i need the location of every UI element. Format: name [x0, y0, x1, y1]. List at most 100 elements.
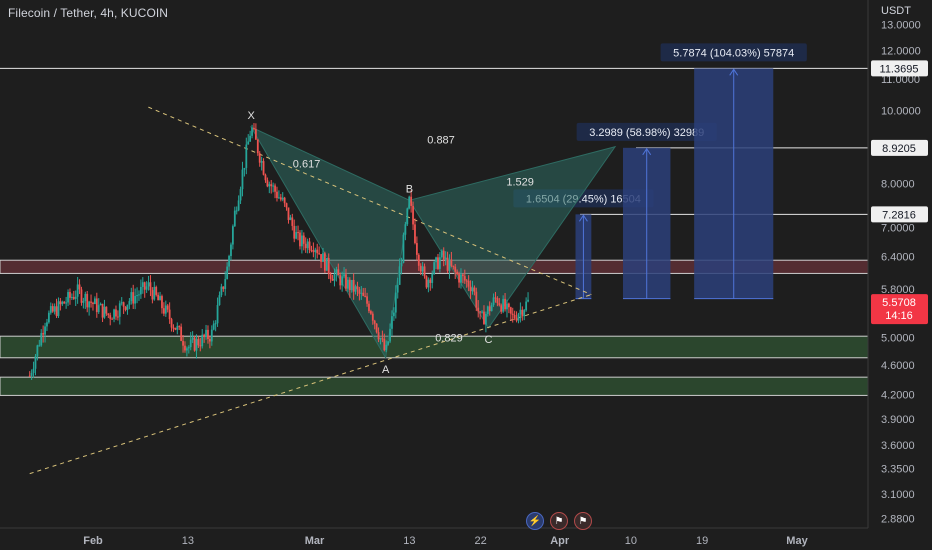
candle-body — [394, 292, 397, 313]
lightning-icon[interactable]: ⚡ — [526, 512, 544, 530]
candle-body — [339, 275, 342, 286]
candle-body — [203, 334, 206, 338]
candle-body — [371, 313, 374, 321]
candle-body — [483, 311, 485, 325]
candle-body — [283, 197, 286, 204]
time-axis-tick: Apr — [550, 535, 570, 547]
candle-body — [241, 169, 244, 190]
candle-body — [136, 295, 138, 297]
candle-body — [126, 304, 129, 310]
candle-body — [467, 280, 470, 287]
target-label-box — [576, 122, 717, 141]
candle-body — [527, 299, 529, 302]
candle-body — [385, 344, 388, 351]
candle-body — [433, 262, 436, 274]
candle-body — [502, 298, 505, 312]
time-axis-tick: 13 — [403, 535, 415, 547]
last-price-tag — [871, 294, 928, 325]
candle-body — [500, 305, 503, 312]
pattern-point-label: A — [382, 364, 390, 376]
candle-body — [166, 305, 169, 310]
candle-body — [444, 257, 447, 260]
us-flag-icon[interactable]: ⚑ — [550, 512, 568, 530]
price-axis-tick: 13.0000 — [881, 19, 921, 31]
candle-body — [414, 224, 416, 244]
time-axis-tick: 10 — [625, 535, 637, 547]
candle-body — [419, 265, 422, 272]
candle-body — [454, 266, 457, 272]
candle-body — [463, 276, 466, 281]
level-price-tag — [871, 206, 928, 223]
candle-body — [205, 329, 207, 338]
candle-body — [90, 301, 92, 303]
candle-body — [425, 276, 428, 288]
candle-body — [513, 314, 516, 319]
candle-body — [113, 309, 115, 319]
candle-body — [521, 309, 524, 317]
candle-body — [42, 333, 45, 335]
candle-body — [304, 243, 307, 249]
price-axis-tick: 5.8000 — [881, 284, 915, 296]
candle-body — [471, 287, 474, 292]
candle-body — [440, 250, 443, 258]
candle-body — [55, 306, 58, 317]
price-axis-tick: 2.8800 — [881, 513, 915, 525]
candle-body — [383, 338, 386, 351]
price-axis-tick: 3.3500 — [881, 464, 915, 476]
candle-body — [247, 141, 250, 145]
target-label-box — [660, 43, 807, 62]
candle-body — [231, 226, 234, 245]
candle-body — [429, 279, 432, 283]
ratio-label: 0.887 — [427, 134, 455, 146]
candle-body — [145, 286, 148, 290]
candle-body — [72, 296, 75, 299]
candle-body — [243, 167, 246, 170]
candle-body — [208, 338, 211, 342]
candle-body — [484, 313, 487, 325]
candle-body — [180, 326, 183, 341]
candle-body — [316, 249, 319, 254]
time-axis-tick: Feb — [83, 535, 103, 547]
time-axis-tick: 22 — [474, 535, 486, 547]
candle-body — [358, 289, 361, 294]
candle-body — [323, 253, 326, 271]
candle-body — [379, 338, 382, 340]
candle-body — [80, 289, 83, 303]
time-axis-tick: 13 — [182, 535, 194, 547]
candle-body — [402, 234, 405, 263]
candle-body — [143, 282, 146, 290]
level-price-tag — [871, 60, 928, 77]
candle-body — [456, 271, 459, 275]
candle-body — [346, 279, 349, 289]
candle-body — [404, 224, 407, 235]
candle-body — [475, 291, 478, 308]
candle-body — [67, 292, 69, 303]
candle-body — [396, 284, 399, 293]
candle-body — [335, 269, 338, 275]
candle-body — [494, 297, 497, 299]
candle-body — [34, 356, 37, 369]
time-axis-bg — [0, 528, 932, 550]
candle-body — [88, 301, 91, 308]
candle-body — [375, 323, 378, 333]
candle-body — [162, 308, 165, 314]
candle-body — [356, 286, 359, 290]
candle-body — [460, 274, 462, 283]
candle-body — [201, 334, 204, 347]
us-flag-icon[interactable]: ⚑ — [574, 512, 592, 530]
candle-body — [490, 304, 493, 312]
candle-body — [389, 328, 391, 342]
candle-body — [423, 266, 426, 277]
time-axis-tick: 19 — [696, 535, 708, 547]
candle-body — [431, 273, 434, 283]
candle-body — [193, 337, 196, 351]
candle-body — [260, 161, 263, 163]
level-price-tag — [871, 139, 928, 156]
candle-body — [141, 282, 144, 287]
candle-body — [477, 307, 480, 312]
target-arrowhead — [579, 214, 588, 222]
candle-body — [314, 249, 317, 253]
candle-body — [364, 295, 367, 297]
